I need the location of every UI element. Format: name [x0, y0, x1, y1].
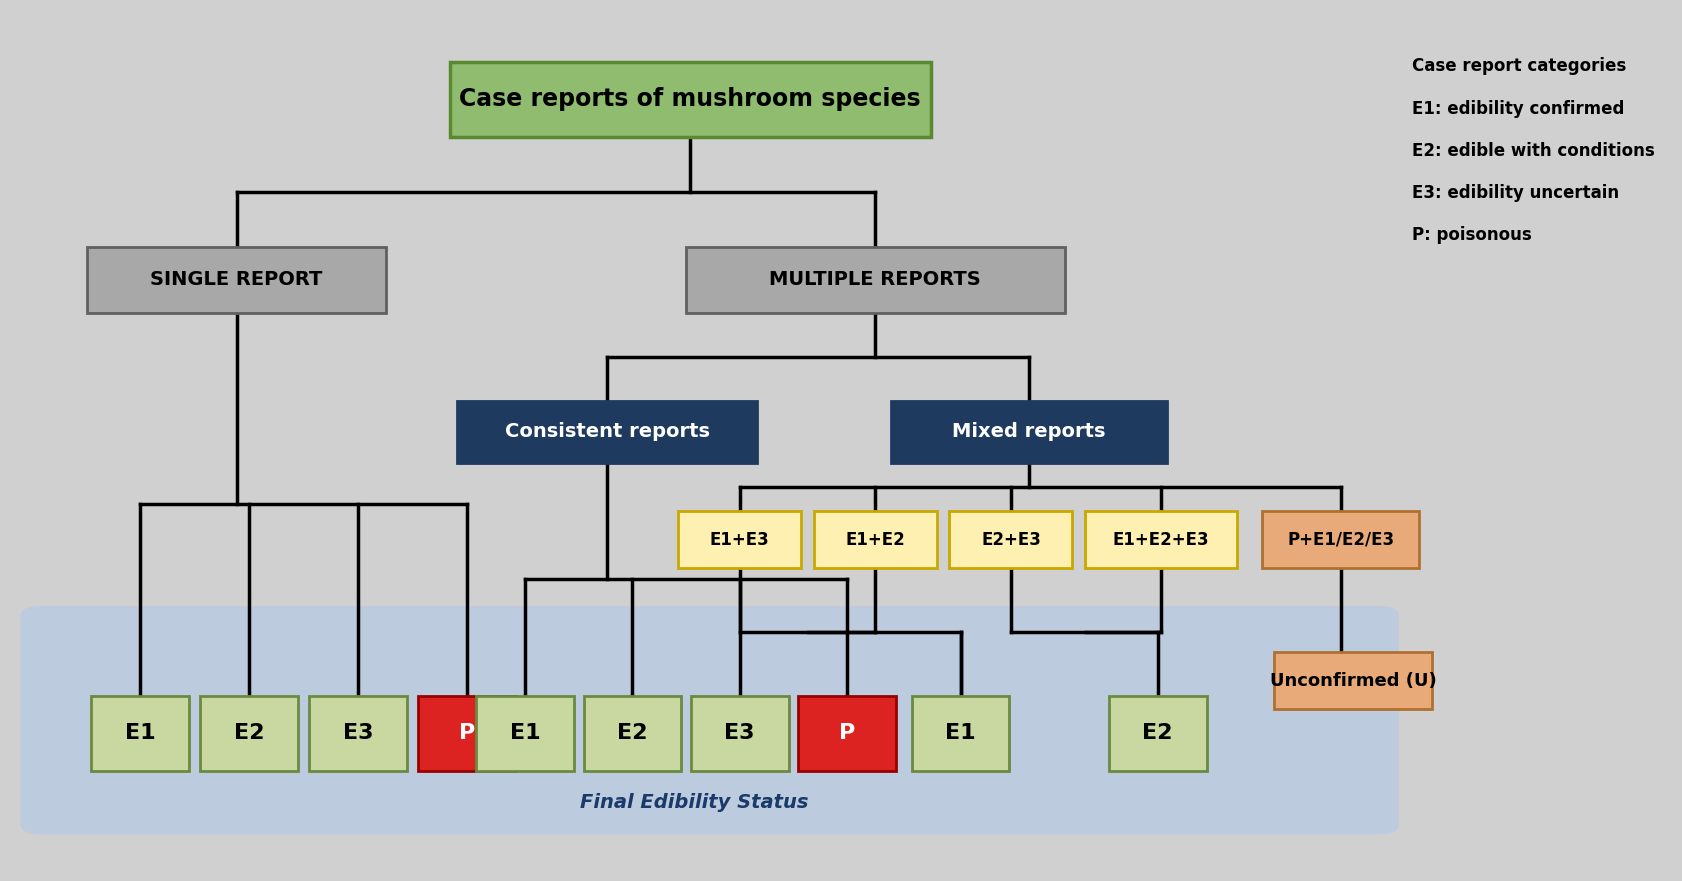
FancyBboxPatch shape: [1108, 696, 1206, 771]
FancyBboxPatch shape: [87, 247, 387, 313]
Text: E1+E3: E1+E3: [710, 530, 769, 549]
Text: Case report categories: Case report categories: [1411, 57, 1625, 75]
Text: E2: E2: [1142, 723, 1172, 744]
Text: Final Edibility Status: Final Edibility Status: [579, 793, 807, 812]
FancyBboxPatch shape: [91, 696, 188, 771]
Text: E1: E1: [945, 723, 976, 744]
FancyBboxPatch shape: [458, 401, 757, 463]
FancyBboxPatch shape: [449, 62, 930, 137]
FancyBboxPatch shape: [417, 696, 515, 771]
Text: SINGLE REPORT: SINGLE REPORT: [150, 270, 323, 289]
FancyBboxPatch shape: [890, 401, 1166, 463]
FancyBboxPatch shape: [1085, 511, 1236, 568]
Text: Mixed reports: Mixed reports: [952, 422, 1105, 441]
Text: E2: edible with conditions: E2: edible with conditions: [1411, 142, 1653, 159]
FancyBboxPatch shape: [678, 511, 801, 568]
Text: E2+E3: E2+E3: [981, 530, 1039, 549]
FancyBboxPatch shape: [690, 696, 789, 771]
FancyBboxPatch shape: [309, 696, 407, 771]
Text: P: P: [838, 723, 854, 744]
Text: MULTIPLE REPORTS: MULTIPLE REPORTS: [769, 270, 981, 289]
Text: E3: edibility uncertain: E3: edibility uncertain: [1411, 184, 1618, 202]
Text: E3: E3: [343, 723, 373, 744]
FancyBboxPatch shape: [912, 696, 1009, 771]
FancyBboxPatch shape: [584, 696, 681, 771]
Text: Case reports of mushroom species: Case reports of mushroom species: [459, 87, 920, 111]
Text: P+E1/E2/E3: P+E1/E2/E3: [1287, 530, 1393, 549]
Text: E1+E2+E3: E1+E2+E3: [1112, 530, 1208, 549]
Text: E1: E1: [510, 723, 540, 744]
Text: E3: E3: [723, 723, 755, 744]
Text: Unconfirmed (U): Unconfirmed (U): [1270, 671, 1436, 690]
FancyBboxPatch shape: [20, 606, 1398, 834]
Text: P: poisonous: P: poisonous: [1411, 226, 1531, 244]
Text: P: P: [459, 723, 474, 744]
Text: E1+E2: E1+E2: [844, 530, 905, 549]
FancyBboxPatch shape: [797, 696, 895, 771]
FancyBboxPatch shape: [476, 696, 574, 771]
FancyBboxPatch shape: [1262, 511, 1418, 568]
FancyBboxPatch shape: [686, 247, 1065, 313]
FancyBboxPatch shape: [949, 511, 1071, 568]
Text: E2: E2: [234, 723, 264, 744]
Text: Consistent reports: Consistent reports: [505, 422, 710, 441]
FancyBboxPatch shape: [200, 696, 298, 771]
Text: E2: E2: [617, 723, 648, 744]
Text: E1: E1: [124, 723, 156, 744]
FancyBboxPatch shape: [814, 511, 937, 568]
Text: E1: edibility confirmed: E1: edibility confirmed: [1411, 100, 1623, 117]
FancyBboxPatch shape: [1273, 652, 1431, 709]
